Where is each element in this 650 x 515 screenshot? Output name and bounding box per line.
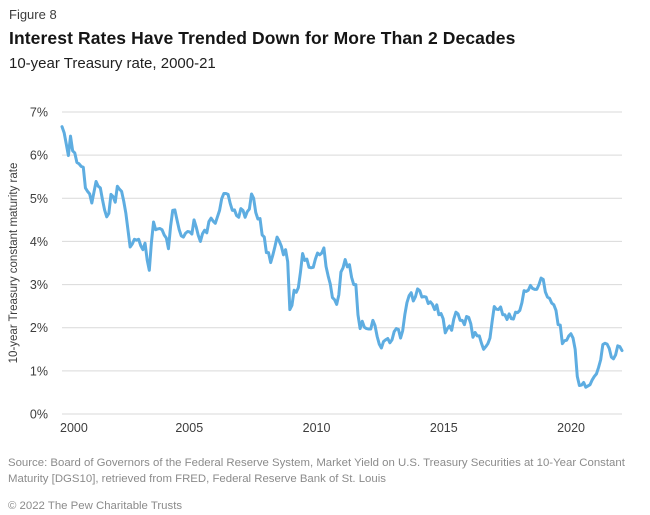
- chart-footer: Source: Board of Governors of the Federa…: [8, 456, 642, 512]
- chart-area: 0% 1% 2% 3% 4% 5% 6% 7% 2000 2005 2010 2015 2020 10-y…: [0, 95, 650, 445]
- x-tick-label: 2010: [303, 421, 331, 435]
- chart-subtitle: 10-year Treasury rate, 2000-21: [9, 55, 216, 72]
- y-tick-label: 4%: [30, 235, 48, 249]
- chart-header: Figure 8 Interest Rates Have Trended Dow…: [9, 7, 641, 72]
- figure-label: Figure 8: [9, 7, 57, 22]
- y-tick-label: 1%: [30, 364, 48, 378]
- y-tick-label: 0%: [30, 408, 48, 422]
- source-note: Source: Board of Governors of the Federa…: [8, 457, 625, 485]
- y-tick-label: 7%: [30, 106, 48, 120]
- line-chart: 0% 1% 2% 3% 4% 5% 6% 7% 2000 2005 2010 2015 2020 10-y…: [8, 106, 624, 435]
- copyright-note: © 2022 The Pew Charitable Trusts: [8, 500, 183, 512]
- x-tick-label: 2015: [430, 421, 458, 435]
- y-tick-label: 3%: [30, 278, 48, 292]
- y-tick-label: 2%: [30, 321, 48, 335]
- y-tick-label: 5%: [30, 192, 48, 206]
- chart-title: Interest Rates Have Trended Down for Mor…: [9, 28, 516, 48]
- x-tick-label: 2005: [175, 421, 203, 435]
- x-tick-label: 2020: [557, 421, 585, 435]
- y-axis-title: 10-year Treasury constant maturity rate: [8, 163, 20, 364]
- y-tick-label: 6%: [30, 149, 48, 163]
- x-tick-label: 2000: [60, 421, 88, 435]
- treasury-rate-line: [60, 125, 624, 389]
